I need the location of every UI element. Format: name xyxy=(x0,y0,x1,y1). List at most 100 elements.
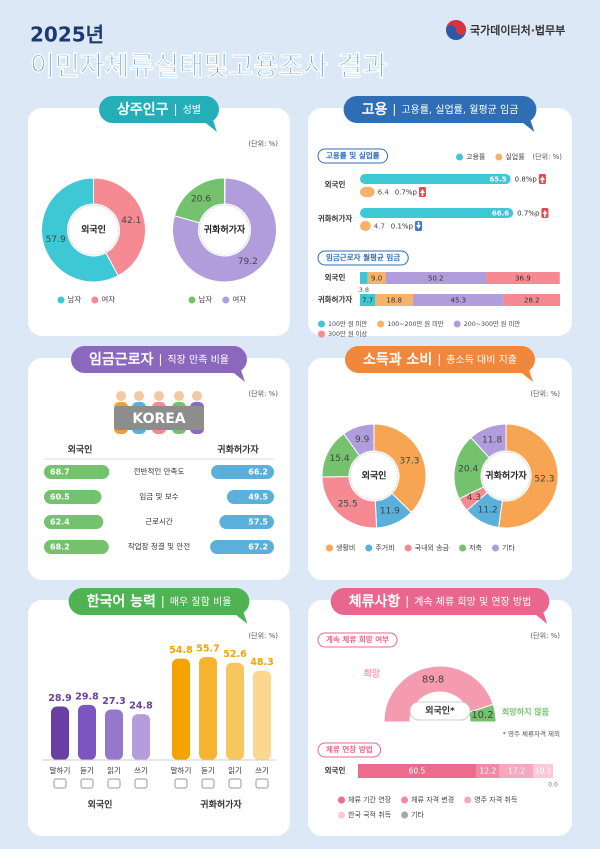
segment-value-label: 60.5 xyxy=(409,767,426,776)
legend-label: 여자 xyxy=(101,294,115,304)
note: * 영주 체류자격 제외 xyxy=(503,729,560,738)
category-icon xyxy=(107,778,121,789)
column-value-label: 28.9 xyxy=(48,693,71,704)
legend-label: 200~300만 원 미만 xyxy=(464,319,521,328)
section-title: 계속 체류 희망 여부 xyxy=(326,634,389,644)
series-header: 외국인 xyxy=(68,444,93,456)
column xyxy=(105,709,123,760)
segment-value-label: 45.3 xyxy=(451,297,467,305)
column-value-label: 48.3 xyxy=(250,657,273,668)
donut-value-label: 9.9 xyxy=(355,435,370,445)
org: 국가데이터처·법무부 xyxy=(470,23,565,37)
category-icon xyxy=(255,778,269,789)
legend-marker xyxy=(188,296,196,304)
category-label: 읽기 xyxy=(107,766,121,775)
category-icon xyxy=(134,778,148,789)
category-icon xyxy=(80,778,94,789)
column xyxy=(132,714,150,760)
legend-marker xyxy=(91,296,99,304)
donut-value-label: 10.2 xyxy=(471,710,493,721)
category-icon xyxy=(174,778,188,789)
stacked-bar-segment xyxy=(385,272,486,284)
legend-marker xyxy=(401,796,409,804)
legend-label: 실업률 xyxy=(505,152,525,161)
person-head xyxy=(116,391,126,401)
donut-center-label: 귀화허가자 xyxy=(485,470,527,482)
bar xyxy=(211,465,274,479)
bar-value-label: 62.4 xyxy=(50,518,70,527)
segment-value-label: 36.9 xyxy=(515,275,531,283)
panel-card xyxy=(28,600,290,836)
logo-part xyxy=(446,20,466,35)
change-label: 0.7%p xyxy=(395,189,418,197)
legend-marker xyxy=(404,544,412,552)
column xyxy=(78,704,96,760)
segment-value-label: 18.8 xyxy=(386,297,402,305)
donut-center xyxy=(199,204,250,256)
segment-value-label: 7.7 xyxy=(362,297,373,305)
legend-marker xyxy=(401,811,409,819)
stacked-bar-segment xyxy=(475,764,500,778)
legend-marker xyxy=(491,544,499,552)
category-label: 희망 xyxy=(363,668,380,680)
change-arrow xyxy=(539,176,545,183)
category-label: 근로시간 xyxy=(145,516,173,526)
stacked-bar-segment xyxy=(533,764,553,778)
legend-label: 기타 xyxy=(411,810,424,819)
category-label: 귀화허가자 xyxy=(318,294,353,304)
segment-value-label: 10.1 xyxy=(535,767,552,776)
category-label: 듣기 xyxy=(80,766,94,775)
change-arrow xyxy=(542,210,548,217)
bar-value-label: 6.4 xyxy=(378,189,390,197)
legend-marker xyxy=(222,296,230,304)
donut-segment xyxy=(93,177,146,277)
center-box xyxy=(409,701,471,721)
section-pill xyxy=(317,632,398,648)
category-label: 전반적인 만족도 xyxy=(134,466,185,476)
donut-value-label: 15.4 xyxy=(330,454,350,464)
panel-title-main: 체류사항 xyxy=(349,593,401,610)
donut-value-label: 52.3 xyxy=(534,474,554,484)
column-value-label: 24.8 xyxy=(129,701,153,712)
bar xyxy=(360,174,511,184)
legend-label: 남자 xyxy=(199,295,213,304)
group-label: 귀화허가자 xyxy=(200,799,242,811)
category-icon xyxy=(201,778,215,789)
legend-marker xyxy=(453,320,461,328)
stacked-bar-segment xyxy=(367,272,386,284)
group-label: 외국인 xyxy=(88,799,113,811)
panel-subtitle: 계속 체류 희망 및 연장 방법 xyxy=(414,596,531,608)
donut-value-label: 11.9 xyxy=(380,507,400,517)
segment-value-label: 9.0 xyxy=(371,275,382,283)
legend-label: 한국 국적 취득 xyxy=(348,810,392,819)
title-pill xyxy=(343,96,537,123)
segment-value-label: 50.2 xyxy=(428,275,444,283)
legend-marker xyxy=(338,796,345,804)
legend-marker xyxy=(459,544,467,552)
legend-label: 300만 원 이상 xyxy=(328,329,367,338)
legend-label: 100만 원 미만 xyxy=(328,319,367,328)
unit-label: (단위: %) xyxy=(530,389,560,398)
legend-marker xyxy=(365,544,373,552)
legend-label: 생활비 xyxy=(336,543,355,552)
donut-value-label: 42.1 xyxy=(121,216,141,226)
category-label: 읽기 xyxy=(228,766,242,775)
banner xyxy=(114,406,204,430)
section-title: 체류 연장 방법 xyxy=(326,744,373,754)
stacked-bar-segment xyxy=(413,294,504,306)
banner-label: KOREA xyxy=(132,411,185,427)
stacked-bar-segment xyxy=(375,294,413,306)
panel-title-main: 임금근로자 xyxy=(89,352,154,368)
bar-value-label: 67.2 xyxy=(248,543,268,552)
stacked-bar-segment xyxy=(358,764,476,778)
panel-title-main: 고용 xyxy=(362,102,388,118)
donut-segment xyxy=(373,423,427,514)
section-pill xyxy=(317,148,389,164)
column-value-label: 54.8 xyxy=(169,645,193,656)
category-label: 희망하지 않음 xyxy=(502,707,550,717)
category-icon xyxy=(53,778,67,789)
legend-label: 영주 자격 취득 xyxy=(474,795,518,804)
bar-value-label: 49.5 xyxy=(248,493,268,502)
category-label: 말하기 xyxy=(171,765,192,775)
